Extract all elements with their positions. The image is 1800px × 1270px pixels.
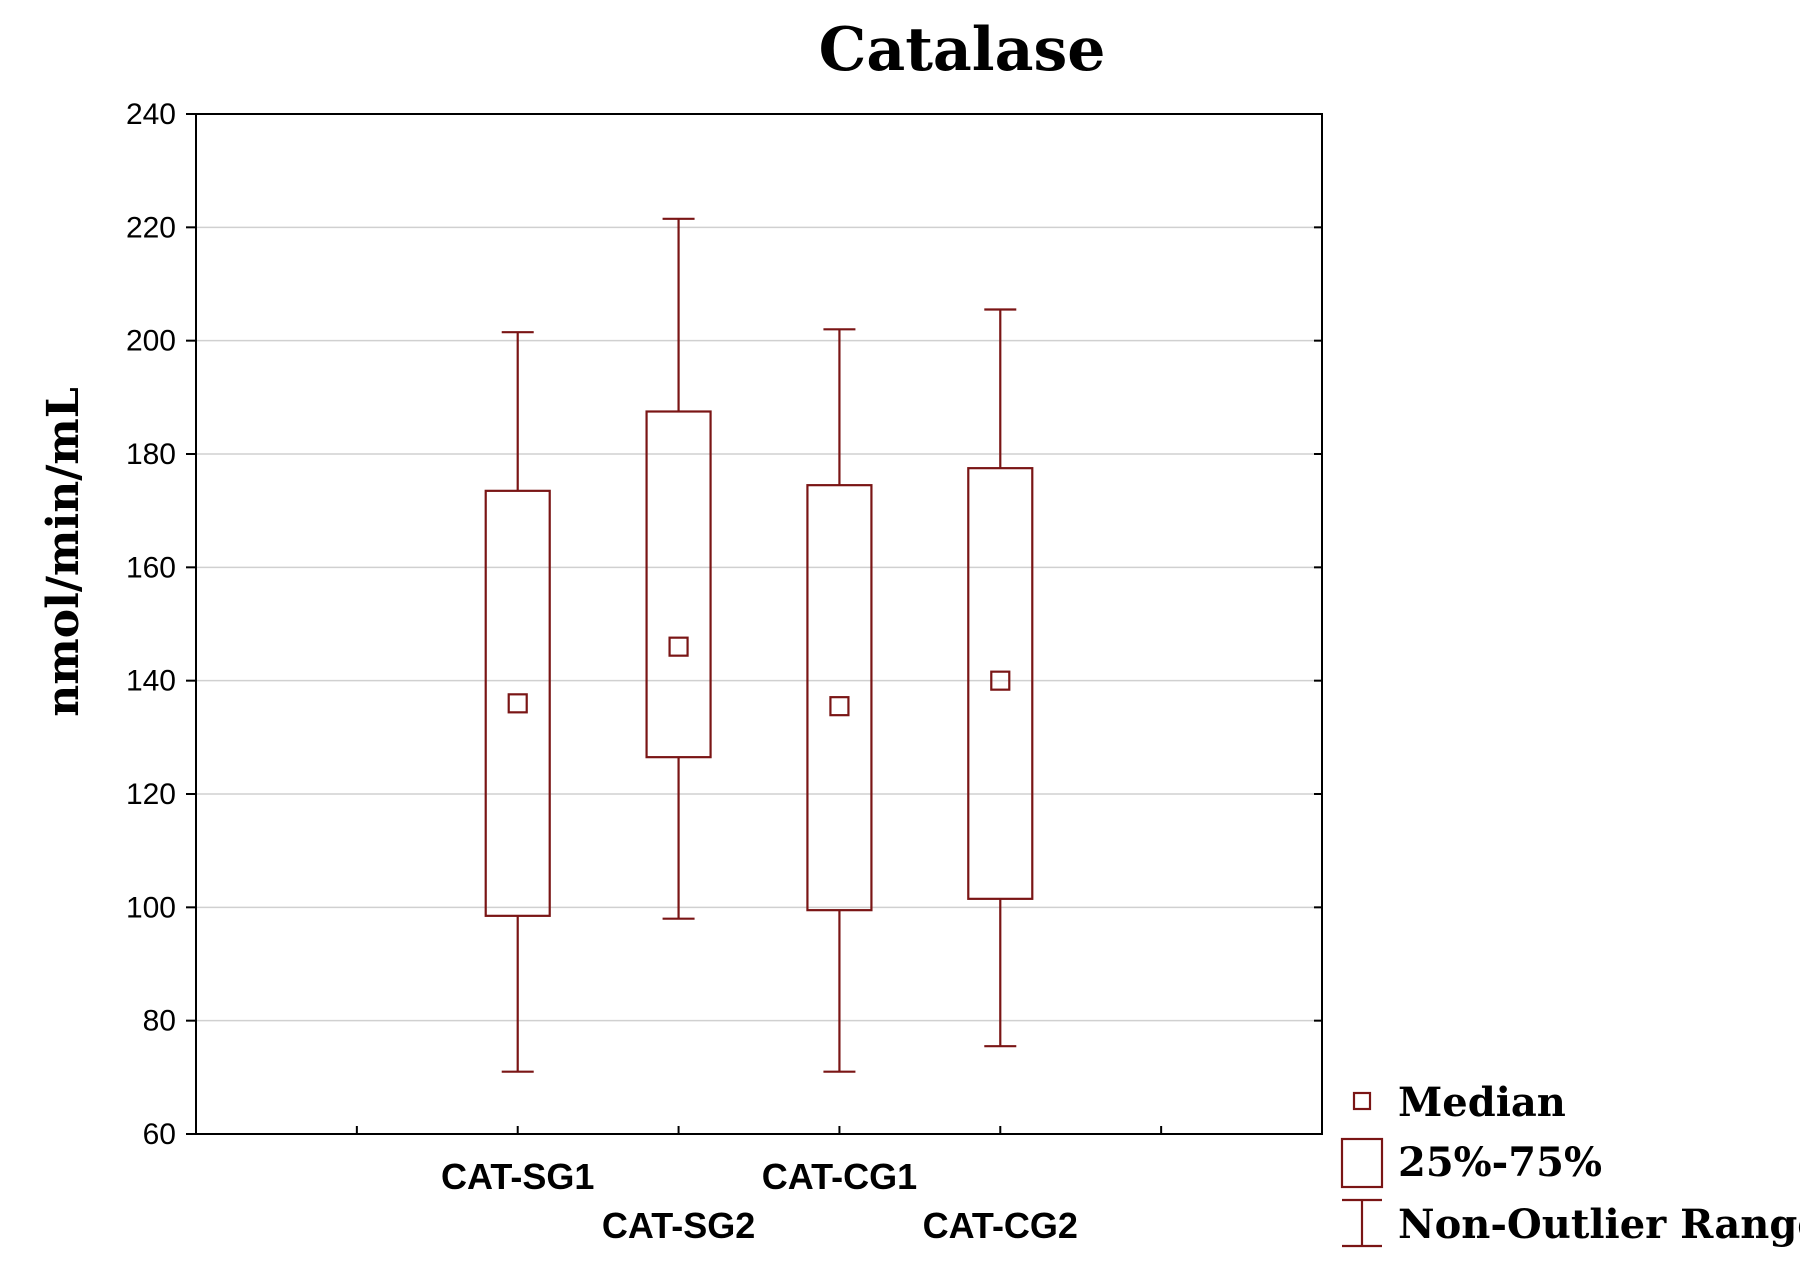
x-tick-label-cat-sg1: CAT-SG1 xyxy=(441,1156,594,1197)
box-series xyxy=(484,217,1034,1073)
legend: Median 25%-75% Non-Outlier Range xyxy=(1340,1079,1800,1248)
x-tick-label-cat-cg1: CAT-CG1 xyxy=(762,1156,917,1197)
y-axis-label: nmol/min/mL xyxy=(38,387,89,717)
box-cat-cg2 xyxy=(967,308,1034,1048)
y-tick-label-60: 60 xyxy=(143,1118,176,1151)
iqr-box-cat-sg1 xyxy=(484,489,551,917)
y-tick-label-240: 240 xyxy=(126,98,176,131)
iqr-box-cat-cg2 xyxy=(967,467,1034,900)
legend-median-label: Median xyxy=(1398,1079,1566,1126)
y-tick-label-100: 100 xyxy=(126,891,176,924)
y-axis-ticks: 60 80 100 120 140 160 180 200 220 240 xyxy=(126,98,1322,1151)
iqr-box-cat-sg2 xyxy=(645,410,712,759)
box-cat-cg1 xyxy=(806,328,873,1073)
box-cat-sg2 xyxy=(645,217,712,920)
box-cat-sg1 xyxy=(484,331,551,1073)
grid-lines xyxy=(196,226,1322,1022)
legend-whisker-label: Non-Outlier Range xyxy=(1398,1201,1800,1248)
y-tick-label-140: 140 xyxy=(126,665,176,698)
legend-median-symbol xyxy=(1352,1091,1372,1111)
legend-box-label: 25%-75% xyxy=(1398,1139,1602,1186)
iqr-box-cat-cg1 xyxy=(806,484,873,912)
median-marker-cat-sg1 xyxy=(507,693,528,714)
x-tick-label-cat-sg2: CAT-SG2 xyxy=(602,1205,755,1246)
y-tick-label-80: 80 xyxy=(143,1005,176,1038)
median-marker-cat-sg2 xyxy=(668,636,689,657)
plot-frame xyxy=(195,113,1323,1135)
y-tick-label-180: 180 xyxy=(126,438,176,471)
chart-title: Catalase xyxy=(819,15,1106,85)
median-marker-cat-cg1 xyxy=(829,696,850,717)
y-tick-label-200: 200 xyxy=(126,325,176,358)
x-tick-label-cat-cg2: CAT-CG2 xyxy=(923,1205,1078,1246)
legend-box-symbol xyxy=(1340,1137,1384,1189)
median-marker-cat-cg2 xyxy=(990,670,1011,691)
y-tick-label-160: 160 xyxy=(126,551,176,584)
y-tick-label-120: 120 xyxy=(126,778,176,811)
y-tick-label-220: 220 xyxy=(126,211,176,244)
